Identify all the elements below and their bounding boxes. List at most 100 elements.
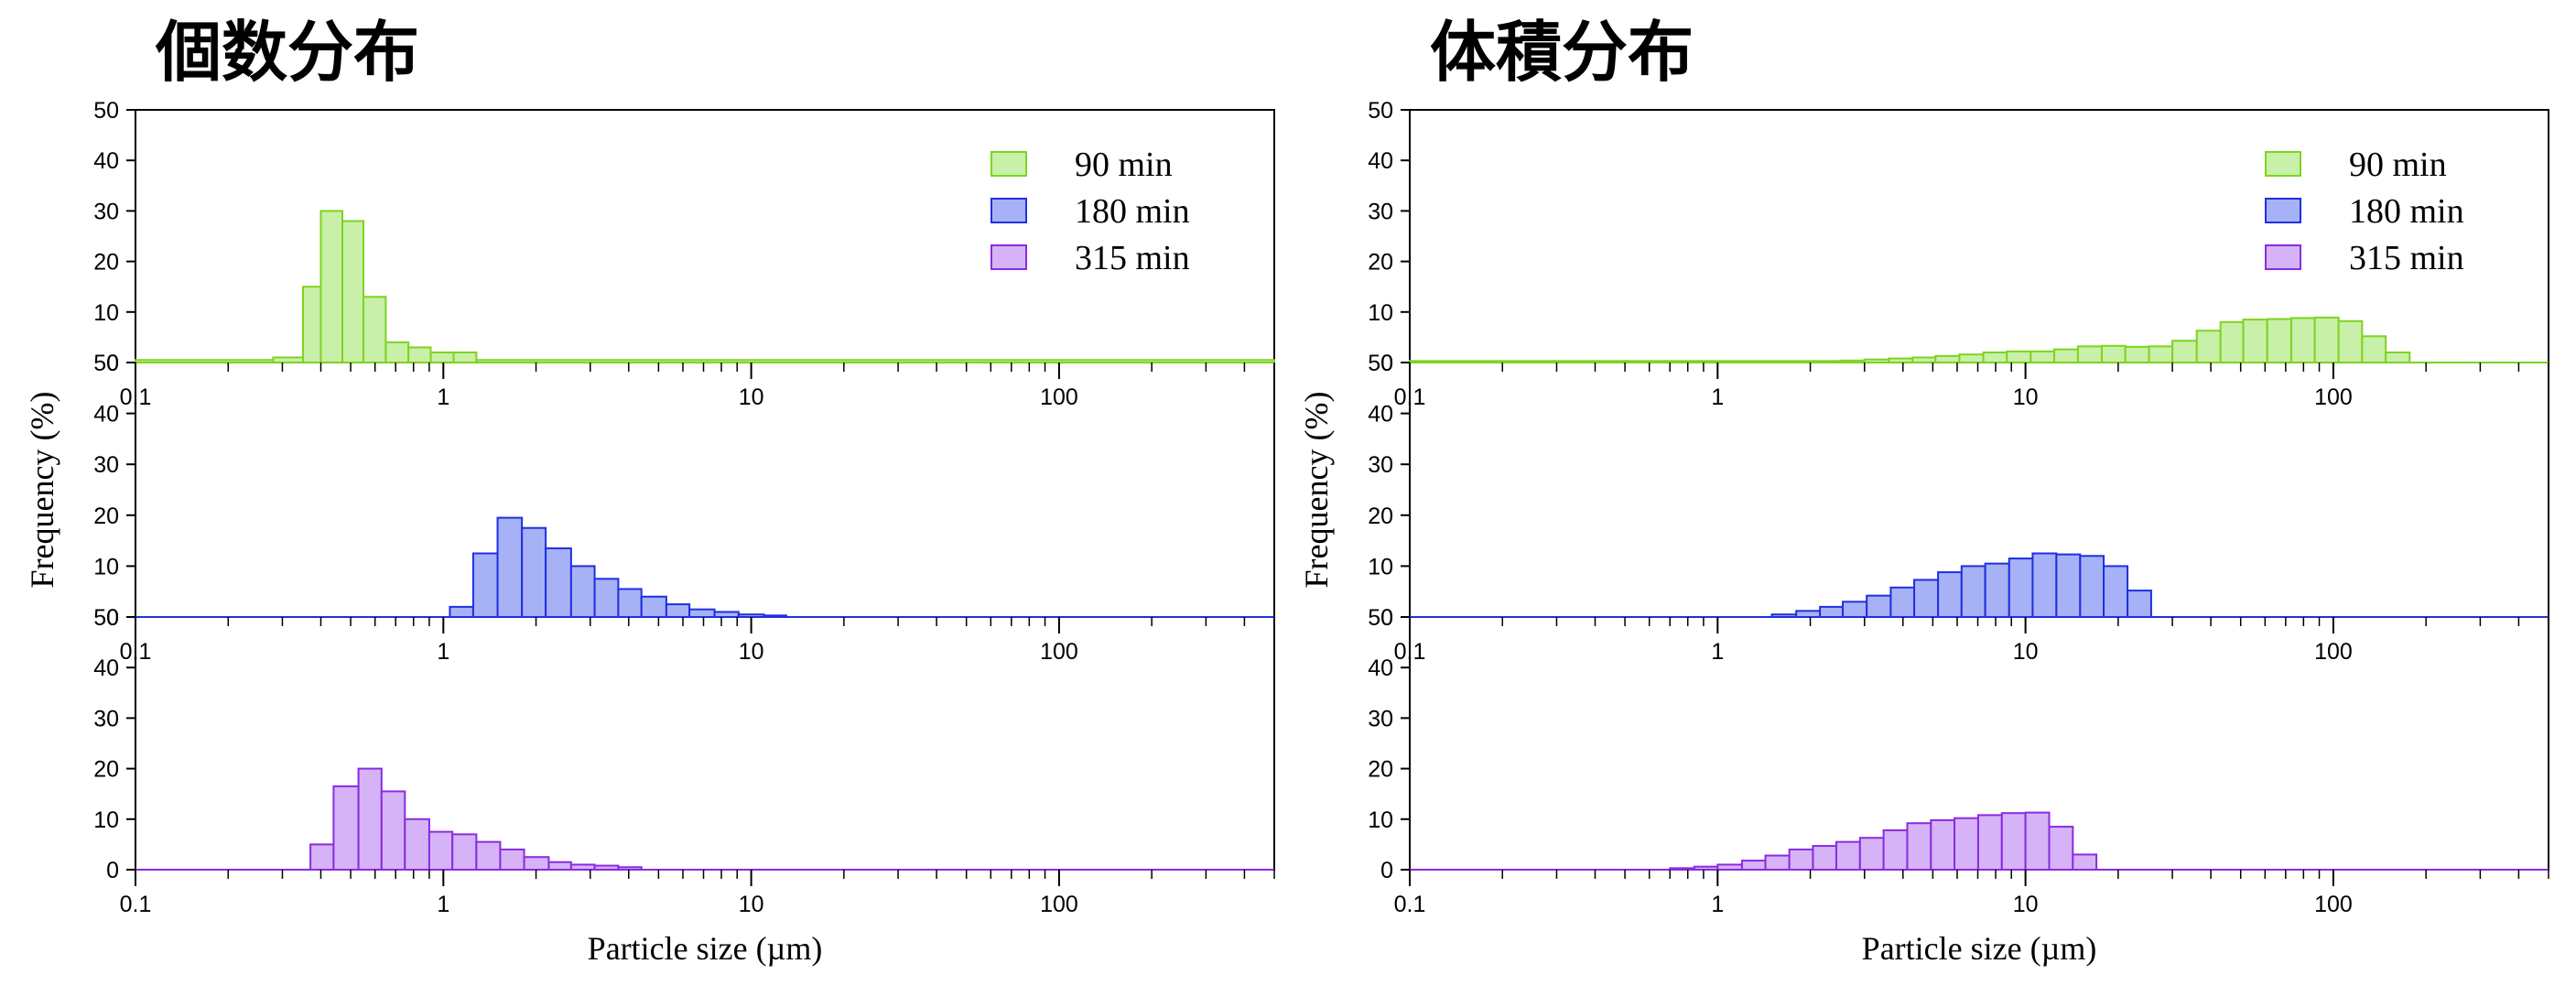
legend-swatch — [990, 151, 1027, 177]
histogram-bar — [429, 351, 455, 363]
x-tick-label: 0.1 — [120, 639, 152, 665]
y-tick-label: 30 — [93, 199, 119, 224]
histogram-bar — [547, 861, 572, 871]
y-tick-label: 10 — [1368, 554, 1393, 579]
histogram-bar — [2266, 318, 2292, 364]
y-tick-label: 30 — [93, 452, 119, 478]
y-tick-label: 10 — [1368, 300, 1393, 326]
x-tick-label: 1 — [1711, 639, 1724, 665]
histogram-bar — [362, 296, 387, 363]
histogram-bar — [1982, 351, 2008, 363]
histogram-bar — [2031, 552, 2058, 618]
y-tick-label: 40 — [93, 655, 119, 681]
y-tick-label: 0 — [106, 605, 119, 631]
y-tick-label: 30 — [1368, 199, 1393, 224]
chart-title: 体積分布 — [1430, 14, 1694, 91]
y-axis-label: Frequency (%) — [24, 392, 60, 589]
legend-label: 180 min — [1075, 192, 1190, 231]
y-tick-label: 10 — [93, 807, 119, 833]
y-tick-label: 50 — [93, 605, 119, 631]
histogram-bar — [1842, 601, 1868, 619]
histogram-bar — [2313, 316, 2340, 364]
x-tick-label: 100 — [2314, 384, 2353, 410]
x-tick-label: 100 — [2314, 639, 2353, 665]
legend-swatch — [2265, 151, 2301, 177]
x-tick-label: 1 — [1711, 892, 1724, 917]
x-tick-label: 10 — [2013, 639, 2039, 665]
x-tick-label: 10 — [739, 384, 764, 410]
histogram-bar — [2242, 319, 2268, 363]
histogram-bar — [2072, 853, 2098, 872]
histogram-bar — [2289, 317, 2316, 364]
histogram-bar — [1795, 610, 1822, 619]
histogram-bar — [449, 605, 474, 619]
histogram-bar — [1764, 854, 1791, 872]
x-tick-label: 10 — [739, 639, 764, 665]
x-tick-label: 100 — [1040, 639, 1078, 665]
histogram-bar — [545, 547, 572, 618]
legend-label: 90 min — [2349, 146, 2447, 184]
histogram-bar — [2053, 348, 2079, 364]
histogram-bar — [332, 785, 360, 871]
y-tick-label: 20 — [93, 504, 119, 529]
histogram-bar — [341, 220, 364, 363]
histogram-bar — [2008, 558, 2034, 618]
histogram-bar — [2195, 330, 2222, 363]
histogram-bar — [301, 286, 322, 364]
y-tick-label: 0 — [1380, 858, 1393, 883]
histogram-bar — [407, 346, 432, 364]
y-tick-label: 20 — [1368, 250, 1393, 276]
histogram-bar — [1958, 353, 1985, 363]
legend-label: 315 min — [2349, 239, 2464, 277]
y-tick-label: 0 — [1380, 605, 1393, 631]
y-tick-label: 20 — [1368, 757, 1393, 783]
y-tick-label: 0 — [1380, 351, 1393, 376]
histogram-bar — [1976, 814, 2003, 871]
histogram-bar — [640, 595, 667, 619]
x-tick-label: 100 — [2314, 892, 2353, 917]
histogram-bar — [2337, 319, 2364, 363]
chart-title: 個数分布 — [155, 14, 419, 91]
x-axis-label: Particle size (µm) — [588, 930, 823, 967]
histogram-bar — [1788, 848, 1814, 871]
y-tick-label: 10 — [1368, 807, 1393, 833]
histogram-bar — [665, 603, 691, 618]
histogram-bar — [1866, 594, 1892, 619]
y-tick-label: 0 — [106, 858, 119, 883]
histogram-bar — [2103, 565, 2129, 619]
y-tick-label: 30 — [93, 706, 119, 731]
x-tick-label: 1 — [437, 384, 449, 410]
histogram-bar — [428, 830, 454, 871]
histogram-bar — [1934, 354, 1961, 364]
histogram-bar — [2101, 344, 2127, 363]
histogram-bar — [1889, 586, 1916, 619]
x-tick-label: 1 — [437, 639, 449, 665]
x-tick-label: 10 — [739, 892, 764, 917]
histogram-bar — [1858, 837, 1885, 871]
histogram-bar — [1835, 840, 1861, 872]
x-tick-label: 0.1 — [1394, 384, 1426, 410]
histogram-bar — [688, 608, 716, 618]
y-tick-label: 50 — [93, 351, 119, 376]
legend-label: 90 min — [1075, 146, 1173, 184]
histogram-bar — [309, 843, 335, 872]
histogram-bar — [2124, 345, 2150, 363]
histogram-bar — [2385, 351, 2411, 363]
histogram-bar — [1937, 571, 1963, 619]
y-tick-label: 0 — [106, 351, 119, 376]
histogram-bar — [2006, 350, 2032, 363]
histogram-bar — [1984, 562, 2010, 618]
histogram-bar — [380, 790, 406, 871]
histogram-bar — [1819, 605, 1845, 619]
histogram-bar — [1954, 817, 1979, 871]
y-tick-label: 40 — [1368, 402, 1393, 428]
x-tick-label: 10 — [2013, 892, 2039, 917]
histogram-bar — [357, 767, 383, 871]
histogram-bar — [569, 565, 596, 619]
histogram-bar — [2048, 826, 2074, 872]
histogram-bar — [523, 856, 550, 872]
histogram-bar — [617, 588, 643, 618]
